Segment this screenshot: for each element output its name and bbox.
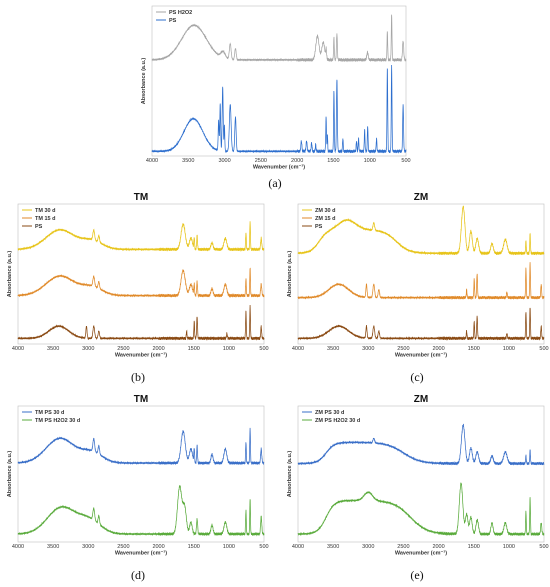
legend-label-1: PS H2O2 (169, 10, 192, 16)
plot-frame (17, 203, 265, 345)
series-line-2 (17, 485, 265, 537)
legend-label-1: TM 30 d (35, 208, 55, 214)
x-tick-label: 3500 (47, 544, 59, 550)
y-axis-label: Absorbance (a.u.) (7, 451, 13, 498)
caption-e: (e) (410, 568, 424, 582)
legend-label-2: ZM 15 d (315, 216, 335, 222)
chart-title: TM (134, 394, 148, 405)
chart-title: ZM (414, 394, 428, 405)
x-tick-label: 4000 (292, 544, 304, 550)
plot-frame (17, 405, 265, 543)
chart-c: ZM 4000 3500 3000 2500 2000 1500 1000 500 Wavenum… (284, 190, 549, 359)
x-tick-label: 2500 (397, 346, 409, 352)
x-tick-label: 1000 (364, 158, 376, 164)
series-line-3 (297, 307, 545, 341)
legend-label-2: TM 15 d (35, 216, 55, 222)
legend-label-3: PS (315, 224, 323, 230)
legend-label-2: TM PS H2O2 30 d (35, 418, 80, 424)
x-tick-label: 2000 (432, 544, 444, 550)
series-line-2 (297, 262, 545, 301)
legend-label-2: ZM PS H2O2 30 d (315, 418, 360, 424)
chart-b: TM 4000 3500 3000 2500 2000 1500 1000 500 Wavenum… (4, 190, 269, 359)
x-axis-label: Wavenumber (cm⁻¹) (115, 352, 167, 359)
chart-a: 4000 3500 3000 2500 2000 1500 1000 500 Wavenumbe… (138, 2, 411, 171)
x-tick-label: 3000 (218, 158, 230, 164)
series-line-2 (17, 267, 265, 299)
legend-label-2: PS (169, 18, 177, 24)
x-tick-label: 1000 (503, 544, 515, 550)
x-tick-label: 1500 (468, 346, 480, 352)
plot-frame (151, 5, 407, 157)
caption-d: (d) (131, 568, 145, 582)
x-tick-label: 500 (539, 346, 548, 352)
legend-label-3: PS (35, 224, 43, 230)
y-axis-label: Absorbance (a.u.) (7, 251, 13, 298)
chart-e-svg: ZM 4000 3500 3000 2500 2000 1500 1000 500 Wavenum… (287, 394, 549, 557)
x-tick-label: 3000 (362, 544, 374, 550)
x-tick-label: 2000 (152, 544, 164, 550)
chart-a-svg: 4000 3500 3000 2500 2000 1500 1000 500 Wavenumbe… (141, 5, 411, 171)
chart-title: ZM (414, 192, 428, 203)
chart-title: TM (134, 192, 148, 203)
chart-b-svg: TM 4000 3500 3000 2500 2000 1500 1000 500 Wavenum… (7, 192, 269, 359)
x-tick-label: 3000 (82, 544, 94, 550)
x-tick-label: 500 (401, 158, 410, 164)
plot-frame (297, 203, 545, 345)
series-line-1 (17, 427, 265, 466)
x-tick-label: 1000 (503, 346, 515, 352)
x-tick-label: 4000 (12, 544, 24, 550)
x-tick-label: 1500 (188, 346, 200, 352)
x-tick-label: 2000 (432, 346, 444, 352)
x-axis-label: Wavenumber (cm⁻¹) (115, 550, 167, 557)
x-tick-label: 2000 (291, 158, 303, 164)
series-line-1 (297, 423, 545, 466)
caption-b: (b) (131, 370, 145, 384)
x-tick-label: 2500 (117, 346, 129, 352)
legend-label-1: ZM 30 d (315, 208, 335, 214)
series-line-1 (17, 221, 265, 252)
series-line-2 (297, 482, 545, 537)
x-axis-label: Wavenumber (cm⁻¹) (253, 164, 305, 171)
legend-label-1: TM PS 30 d (35, 410, 64, 416)
x-tick-label: 1500 (327, 158, 339, 164)
x-tick-label: 2500 (117, 544, 129, 550)
x-tick-label: 1000 (223, 346, 235, 352)
chart-d-svg: TM 4000 3500 3000 2500 2000 1500 1000 500 Wavenum… (7, 394, 269, 557)
x-tick-label: 2000 (152, 346, 164, 352)
y-axis-label: Absorbance (a.u.) (287, 451, 293, 498)
x-tick-label: 3500 (327, 346, 339, 352)
x-axis-label: Wavenumber (cm⁻¹) (395, 550, 447, 557)
y-axis-label: Absorbance (a.u.) (287, 251, 293, 298)
caption-a: (a) (268, 176, 282, 190)
x-tick-label: 3500 (327, 544, 339, 550)
x-tick-label: 1500 (468, 544, 480, 550)
series-line-1 (297, 205, 545, 256)
x-tick-label: 3000 (82, 346, 94, 352)
y-axis-label: Absorbance (a.u.) (141, 58, 147, 105)
x-tick-label: 3000 (362, 346, 374, 352)
series-line-1 (151, 14, 407, 63)
x-tick-label: 4000 (292, 346, 304, 352)
chart-c-svg: ZM 4000 3500 3000 2500 2000 1500 1000 500 Wavenum… (287, 192, 549, 359)
series-line-3 (17, 304, 265, 341)
x-tick-label: 3500 (47, 346, 59, 352)
series-line-2 (151, 64, 407, 154)
plot-frame (297, 405, 545, 543)
x-tick-label: 4000 (146, 158, 158, 164)
x-tick-label: 1000 (223, 544, 235, 550)
x-tick-label: 500 (259, 544, 268, 550)
x-tick-label: 1500 (188, 544, 200, 550)
x-tick-label: 3500 (182, 158, 194, 164)
legend-label-1: ZM PS 30 d (315, 410, 344, 416)
x-tick-label: 2500 (397, 544, 409, 550)
x-tick-label: 500 (539, 544, 548, 550)
x-tick-label: 500 (259, 346, 268, 352)
chart-e: ZM 4000 3500 3000 2500 2000 1500 1000 500 Wavenum… (284, 392, 549, 557)
x-tick-label: 2500 (255, 158, 267, 164)
x-axis-label: Wavenumber (cm⁻¹) (395, 352, 447, 359)
chart-d: TM 4000 3500 3000 2500 2000 1500 1000 500 Wavenum… (4, 392, 269, 557)
caption-c: (c) (410, 370, 424, 384)
x-tick-label: 4000 (12, 346, 24, 352)
